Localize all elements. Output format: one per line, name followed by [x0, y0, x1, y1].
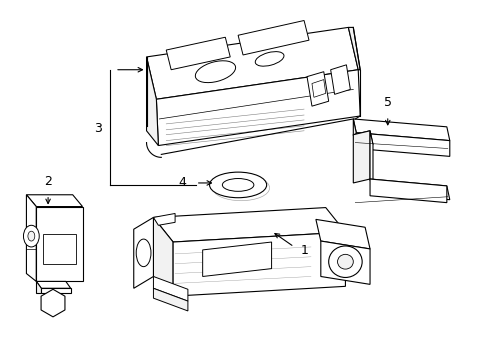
Ellipse shape [329, 246, 362, 278]
Text: 4: 4 [178, 176, 186, 189]
Text: 2: 2 [44, 175, 52, 188]
Polygon shape [153, 213, 175, 225]
Polygon shape [331, 65, 350, 94]
Text: 3: 3 [95, 122, 102, 135]
Polygon shape [173, 232, 345, 296]
Ellipse shape [338, 254, 353, 269]
Polygon shape [166, 37, 230, 70]
Polygon shape [26, 195, 36, 282]
Polygon shape [370, 179, 447, 203]
Polygon shape [312, 80, 326, 97]
Polygon shape [238, 21, 309, 55]
Ellipse shape [210, 172, 267, 198]
Polygon shape [370, 179, 450, 200]
Polygon shape [26, 195, 82, 207]
Polygon shape [203, 242, 271, 276]
Polygon shape [316, 219, 370, 249]
Polygon shape [370, 131, 373, 193]
Polygon shape [348, 27, 360, 70]
Polygon shape [153, 217, 173, 296]
Polygon shape [353, 131, 370, 183]
Ellipse shape [28, 231, 35, 241]
Polygon shape [41, 289, 65, 317]
Polygon shape [147, 57, 158, 145]
Polygon shape [36, 282, 41, 293]
Polygon shape [353, 119, 450, 141]
Ellipse shape [255, 51, 284, 66]
Ellipse shape [196, 61, 236, 82]
Polygon shape [153, 276, 188, 301]
Polygon shape [353, 119, 356, 148]
Polygon shape [356, 133, 450, 156]
Ellipse shape [222, 179, 254, 191]
Polygon shape [307, 72, 329, 106]
Text: 5: 5 [384, 96, 392, 109]
Polygon shape [36, 207, 82, 282]
Ellipse shape [24, 225, 39, 247]
Polygon shape [353, 131, 373, 148]
Polygon shape [134, 217, 153, 288]
Polygon shape [321, 241, 370, 284]
Polygon shape [43, 234, 75, 264]
Polygon shape [147, 27, 358, 99]
Text: 1: 1 [301, 244, 309, 257]
Polygon shape [36, 282, 71, 288]
Ellipse shape [136, 239, 151, 267]
Polygon shape [153, 288, 188, 311]
Polygon shape [41, 288, 71, 293]
Polygon shape [153, 208, 345, 242]
Polygon shape [156, 70, 360, 145]
